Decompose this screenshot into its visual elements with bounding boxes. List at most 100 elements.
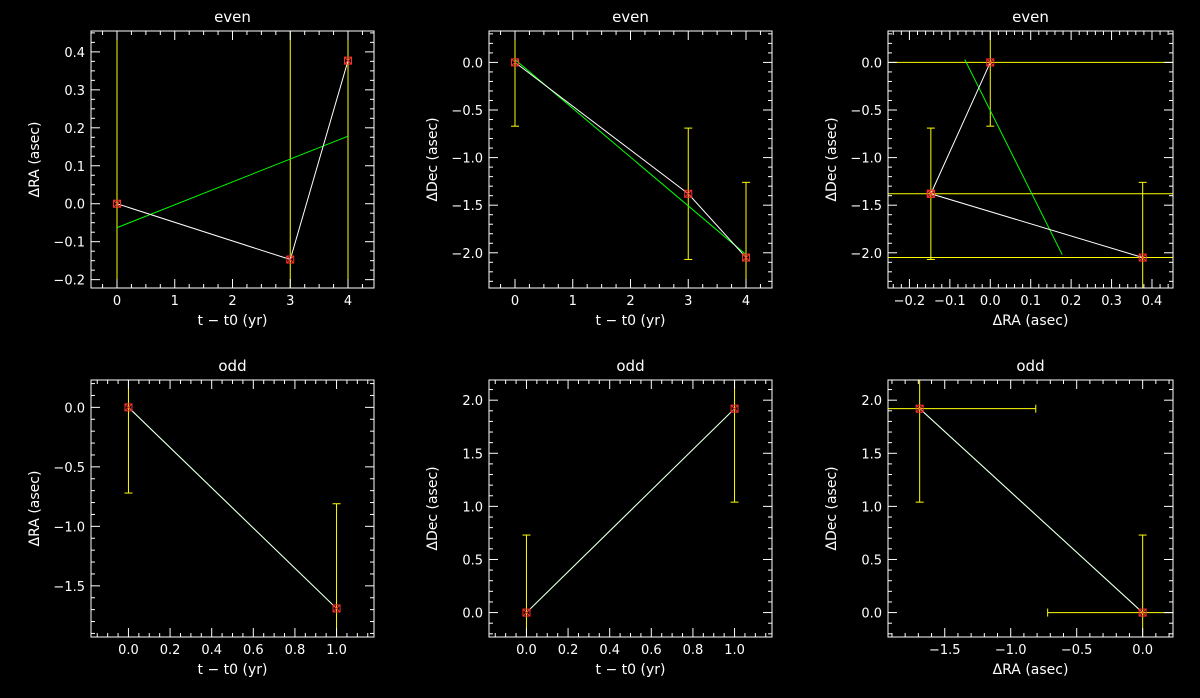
axes-frame — [887, 379, 1174, 638]
plot-title: odd — [218, 357, 246, 375]
data-point — [344, 56, 353, 65]
y-tick-label: −1.5 — [850, 199, 882, 214]
plot-panel-5: 0.0 0.2 0.4 0.6 0.8 1.0 0.0 0.5 1.0 1.5 2.0 odd t − … — [425, 357, 773, 678]
plot-panel-2: 0 1 2 3 4 −2.0 −1.5 −1.0 −0.5 0.0 even t − t0 (yr) Δ… — [425, 8, 773, 329]
x-tick-label: 0.0 — [118, 643, 139, 658]
x-axis-label: t − t0 (yr) — [596, 662, 666, 678]
x-tick-label: −0.1 — [934, 294, 966, 309]
plot-panel-1: 0 1 2 3 4 −0.2 −0.1 0.0 0.1 0.2 0.3 0.4 even t − t0 (… — [27, 8, 375, 329]
x-tick-label: 4 — [742, 294, 750, 309]
x-axis-label: t − t0 (yr) — [198, 662, 268, 678]
x-tick-label: 0.6 — [243, 643, 264, 658]
plot-area — [510, 31, 751, 288]
y-tick-label: −0.5 — [451, 104, 483, 119]
x-tick-label: 4 — [344, 294, 352, 309]
plot-area — [112, 31, 353, 288]
y-tick-label: 1.0 — [462, 500, 483, 515]
y-axis-label: ΔDec (asec) — [824, 117, 840, 201]
data-line — [930, 62, 1143, 259]
plot-panel-3: −0.2 −0.1 0.0 0.1 0.2 0.3 0.4 −2.0 −1.5 −1.0 −0.5 0… — [824, 8, 1174, 329]
x-tick-label: 2 — [626, 294, 634, 309]
x-tick-label: 0.2 — [160, 643, 181, 658]
y-tick-label: 0.5 — [861, 553, 882, 568]
x-tick-label: −0.2 — [894, 294, 926, 309]
x-tick-label: 0.0 — [980, 294, 1001, 309]
x-tick-label: 1.0 — [326, 643, 347, 658]
y-tick-label: 0.4 — [64, 46, 85, 61]
axes-frame — [90, 30, 375, 289]
data-point — [742, 253, 751, 262]
data-line — [919, 408, 1143, 613]
x-axis-label: ΔRA (asec) — [993, 662, 1069, 678]
x-tick-label: 0.8 — [683, 643, 704, 658]
x-tick-label: 0.2 — [558, 643, 579, 658]
axes-frame — [488, 30, 773, 289]
data-point — [286, 255, 295, 264]
y-tick-label: −0.1 — [53, 236, 85, 251]
axes-frame — [488, 379, 773, 638]
y-tick-label: 1.0 — [861, 500, 882, 515]
x-tick-label: 0.8 — [285, 643, 306, 658]
y-tick-label: 0.0 — [462, 607, 483, 622]
y-tick-label: −0.2 — [53, 274, 85, 289]
y-tick-label: −1.5 — [53, 580, 85, 595]
y-axis-label: ΔDec (asec) — [425, 117, 441, 201]
x-tick-label: 0.1 — [1020, 294, 1041, 309]
y-tick-label: 0.0 — [861, 607, 882, 622]
x-tick-label: 0.4 — [1142, 294, 1163, 309]
x-tick-label: 1 — [171, 294, 179, 309]
y-tick-label: 2.0 — [861, 394, 882, 409]
plot-panel-6: −1.5 −1.0 −0.5 0.0 0.0 0.5 1.0 1.5 2.0 odd ΔRA (as… — [824, 357, 1174, 678]
x-tick-label: 0.3 — [1101, 294, 1122, 309]
x-tick-label: 2 — [228, 294, 236, 309]
plot-area — [522, 380, 739, 637]
y-tick-label: −1.0 — [53, 520, 85, 535]
y-tick-label: −0.5 — [850, 104, 882, 119]
data-point — [332, 604, 341, 613]
fit-line — [116, 135, 349, 229]
y-tick-label: −2.0 — [850, 247, 882, 262]
y-tick-label: 0.2 — [64, 122, 85, 137]
data-point — [1138, 253, 1147, 262]
data-point — [510, 58, 519, 67]
x-tick-label: 0.4 — [599, 643, 620, 658]
plot-title: even — [612, 8, 649, 26]
y-tick-label: −1.0 — [451, 152, 483, 167]
plot-panel-4: 0.0 0.2 0.4 0.6 0.8 1.0 −1.5 −1.0 −0.5 0.0 odd t − … — [27, 357, 375, 678]
x-tick-label: 3 — [684, 294, 692, 309]
y-tick-label: 0.3 — [64, 84, 85, 99]
x-tick-label: 0.0 — [1132, 643, 1153, 658]
data-point — [1138, 608, 1147, 617]
x-tick-label: −1.5 — [929, 643, 961, 658]
y-tick-label: 0.5 — [462, 553, 483, 568]
plot-area — [124, 380, 341, 637]
y-tick-label: 0.1 — [64, 160, 85, 175]
plot-title: odd — [616, 357, 644, 375]
y-tick-label: −1.5 — [451, 199, 483, 214]
data-line — [116, 60, 349, 261]
plot-title: even — [214, 8, 251, 26]
data-line — [128, 407, 337, 609]
data-point — [730, 404, 739, 413]
y-tick-label: 0.0 — [861, 56, 882, 71]
x-tick-label: 0.2 — [1061, 294, 1082, 309]
data-point — [684, 189, 693, 198]
data-point — [926, 189, 935, 198]
x-tick-label: 0.4 — [201, 643, 222, 658]
x-tick-label: −0.5 — [1061, 643, 1093, 658]
plot-area — [888, 380, 1173, 637]
data-point — [915, 404, 924, 413]
x-tick-label: 0.0 — [516, 643, 537, 658]
plot-title: even — [1012, 8, 1049, 26]
data-point — [112, 199, 121, 208]
y-tick-label: 2.0 — [462, 394, 483, 409]
y-axis-label: ΔDec (asec) — [824, 466, 840, 550]
x-tick-label: 1 — [569, 294, 577, 309]
x-tick-label: 1.0 — [724, 643, 745, 658]
plot-title: odd — [1016, 357, 1044, 375]
y-tick-label: 0.0 — [64, 198, 85, 213]
y-tick-label: 0.0 — [64, 401, 85, 416]
y-axis-label: ΔRA (asec) — [27, 471, 43, 547]
y-axis-label: ΔDec (asec) — [425, 466, 441, 550]
